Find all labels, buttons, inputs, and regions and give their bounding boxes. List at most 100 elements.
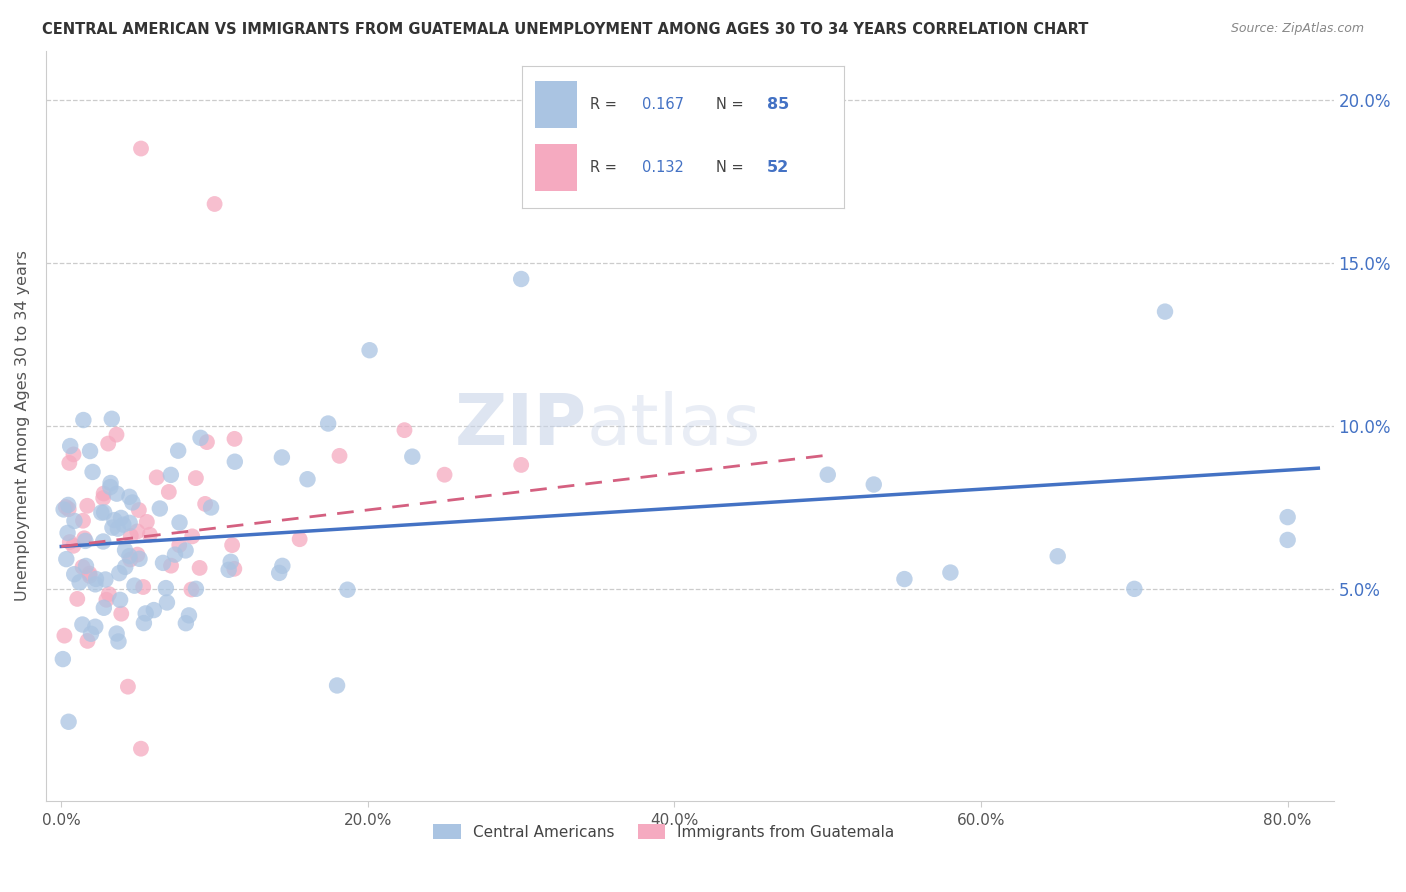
Point xyxy=(224,432,246,446)
Point xyxy=(149,501,172,516)
Point xyxy=(56,498,79,512)
Point xyxy=(124,579,146,593)
Point xyxy=(72,413,94,427)
Point xyxy=(80,626,103,640)
Point xyxy=(939,566,962,580)
Point xyxy=(893,572,915,586)
Point xyxy=(128,503,150,517)
Point xyxy=(221,538,243,552)
Point xyxy=(101,521,124,535)
Point xyxy=(224,562,246,576)
Point xyxy=(97,587,120,601)
Y-axis label: Unemployment Among Ages 30 to 34 years: Unemployment Among Ages 30 to 34 years xyxy=(15,251,30,601)
Point xyxy=(184,471,207,485)
Point xyxy=(105,427,128,442)
Point xyxy=(132,580,155,594)
Point xyxy=(72,617,94,632)
Point xyxy=(181,529,204,543)
Point xyxy=(120,552,142,566)
Point xyxy=(169,538,191,552)
Point xyxy=(84,577,107,591)
Point xyxy=(55,500,77,514)
Point xyxy=(79,566,101,581)
Point xyxy=(155,581,177,595)
Point xyxy=(316,417,339,431)
Point xyxy=(269,566,291,580)
Point xyxy=(96,592,118,607)
Point xyxy=(184,582,207,596)
Point xyxy=(121,495,143,509)
Point xyxy=(110,511,132,525)
Point xyxy=(1046,549,1069,564)
Point xyxy=(288,532,311,546)
Point xyxy=(62,539,84,553)
Legend: Central Americans, Immigrants from Guatemala: Central Americans, Immigrants from Guate… xyxy=(427,818,901,846)
Point xyxy=(75,533,97,548)
Point xyxy=(93,600,115,615)
Point xyxy=(271,558,294,573)
Point xyxy=(107,634,129,648)
Text: Source: ZipAtlas.com: Source: ZipAtlas.com xyxy=(1230,22,1364,36)
Point xyxy=(401,450,423,464)
Point xyxy=(69,575,91,590)
Point xyxy=(127,548,149,562)
Point xyxy=(100,475,122,490)
Point xyxy=(194,497,217,511)
Point xyxy=(129,741,152,756)
Point xyxy=(120,529,142,543)
Point xyxy=(58,456,80,470)
Point xyxy=(108,592,131,607)
Point xyxy=(1123,582,1146,596)
Point xyxy=(862,477,884,491)
Point xyxy=(359,343,381,358)
Point xyxy=(90,506,112,520)
Point xyxy=(91,534,114,549)
Point xyxy=(204,197,226,211)
Point xyxy=(129,142,152,156)
Point xyxy=(156,595,179,609)
Point xyxy=(114,560,136,574)
Point xyxy=(66,591,89,606)
Text: ZIP: ZIP xyxy=(454,392,586,460)
Point xyxy=(163,548,186,562)
Point xyxy=(75,558,97,573)
Point xyxy=(101,412,124,426)
Point xyxy=(188,561,211,575)
Point xyxy=(510,458,533,472)
Point xyxy=(118,549,141,563)
Point xyxy=(105,626,128,640)
Point xyxy=(107,522,129,536)
Point xyxy=(142,603,165,617)
Point xyxy=(52,502,75,516)
Point xyxy=(79,444,101,458)
Point xyxy=(76,633,98,648)
Point xyxy=(53,629,76,643)
Point xyxy=(219,555,242,569)
Point xyxy=(84,620,107,634)
Point xyxy=(73,531,96,545)
Point xyxy=(328,449,350,463)
Point xyxy=(105,486,128,500)
Point xyxy=(510,272,533,286)
Point xyxy=(326,678,349,692)
Point xyxy=(56,525,79,540)
Point xyxy=(52,652,75,666)
Point xyxy=(190,431,212,445)
Point xyxy=(160,558,183,573)
Point xyxy=(62,447,84,461)
Point xyxy=(1277,533,1299,547)
Point xyxy=(128,551,150,566)
Point xyxy=(336,582,359,597)
Point xyxy=(297,472,319,486)
Point xyxy=(114,543,136,558)
Point xyxy=(58,502,80,516)
Point xyxy=(145,470,167,484)
Point xyxy=(76,499,98,513)
Point xyxy=(174,616,197,631)
Point xyxy=(224,455,246,469)
Point xyxy=(180,582,202,597)
Point xyxy=(55,552,77,566)
Point xyxy=(108,566,131,581)
Point xyxy=(118,516,141,530)
Point xyxy=(58,714,80,729)
